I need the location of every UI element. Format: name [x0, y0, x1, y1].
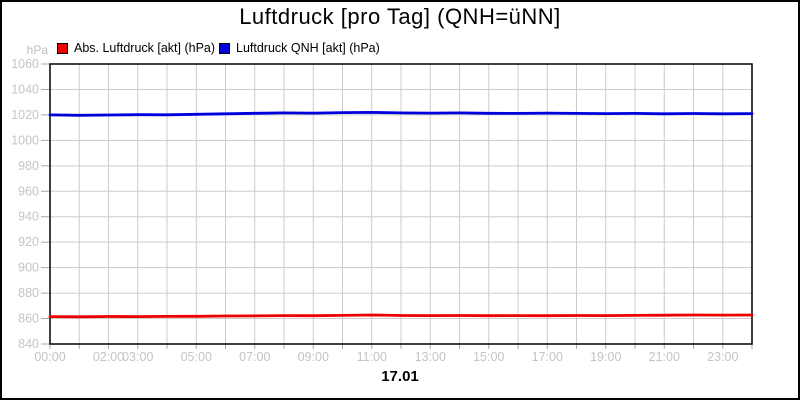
y-tick-label: 1000 — [11, 133, 39, 147]
legend-item-luftdruck-qnh: Luftdruck QNH [akt] (hPa) — [219, 41, 380, 55]
y-tick-label: 900 — [18, 261, 39, 275]
x-tick-label: 21:00 — [649, 350, 680, 364]
x-tick-label: 23:00 — [707, 350, 738, 364]
y-tick-label: 960 — [18, 184, 39, 198]
legend-label-luftdruck-qnh: Luftdruck QNH [akt] (hPa) — [236, 41, 380, 55]
y-tick-label: 940 — [18, 210, 39, 224]
series-line-abs-luftdruck — [48, 313, 754, 319]
legend-label-abs-luftdruck: Abs. Luftdruck [akt] (hPa) — [74, 41, 216, 55]
x-axis-date-label: 17.01 — [381, 368, 419, 385]
y-tick-label: 860 — [18, 312, 39, 326]
y-tick-label: 880 — [18, 286, 39, 300]
legend-swatch-blue — [219, 42, 230, 54]
x-tick-label: 03:00 — [122, 350, 153, 364]
y-tick-label: 1020 — [11, 108, 39, 122]
x-tick-label: 17:00 — [532, 350, 563, 364]
legend-swatch-red — [57, 42, 68, 54]
x-tick-label: 19:00 — [590, 350, 621, 364]
x-tick-label: 00:00 — [34, 350, 65, 364]
chart-title: Luftdruck [pro Tag] (QNH=üNN] — [239, 4, 561, 29]
x-tick-label: 09:00 — [298, 350, 329, 364]
x-tick-label: 07:00 — [239, 350, 270, 364]
y-tick-label: 1060 — [11, 57, 39, 71]
y-tick-label: 980 — [18, 159, 39, 173]
x-tick-label: 15:00 — [473, 350, 504, 364]
x-tick-label: 05:00 — [181, 350, 212, 364]
x-tick-label: 13:00 — [415, 350, 446, 364]
legend-item-abs-luftdruck: Abs. Luftdruck [akt] (hPa) — [57, 41, 215, 55]
x-tick-label: 02:00 — [93, 350, 124, 364]
y-tick-label: 1040 — [11, 82, 39, 96]
y-tick-label: 920 — [18, 235, 39, 249]
series-line-luftdruck-qnh — [48, 111, 754, 117]
y-axis-unit-label: hPa — [26, 43, 48, 57]
plot-border — [49, 63, 753, 345]
x-tick-label: 11:00 — [357, 350, 387, 364]
y-tick-label: 840 — [18, 337, 39, 351]
